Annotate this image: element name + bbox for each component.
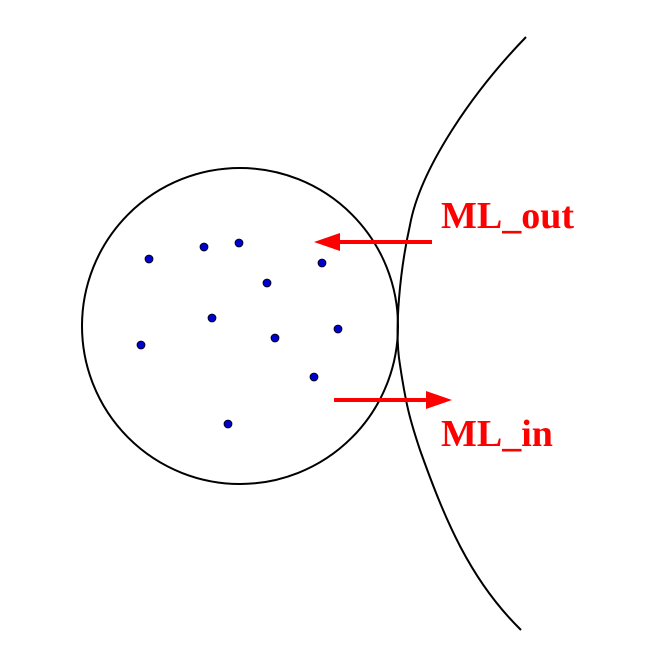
sample-point [223,419,233,429]
sample-point [234,238,244,248]
sample-point [207,313,217,323]
neighborhood-circle [81,167,399,485]
ml-out-label: ML_out [441,195,574,237]
sample-point [333,324,343,334]
boundary-curve [396,36,527,631]
sample-point [309,372,319,382]
ml-in-label: ML_in [441,413,553,455]
ml-out-arrow [314,233,432,251]
sample-point [262,278,272,288]
sample-point [270,333,280,343]
sample-point [199,242,209,252]
sample-point [144,254,154,264]
sample-point [317,258,327,268]
ml-in-arrow [334,391,452,409]
sample-point [136,340,146,350]
sample-points [136,238,343,429]
